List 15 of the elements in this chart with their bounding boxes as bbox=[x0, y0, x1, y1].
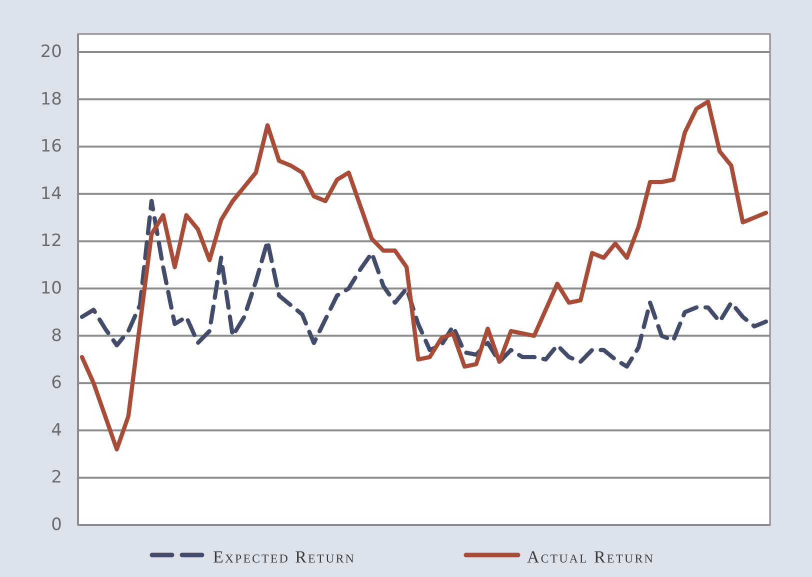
line-series bbox=[80, 100, 768, 452]
y-tick-label: 18 bbox=[40, 89, 62, 110]
y-tick-label: 10 bbox=[40, 278, 62, 298]
y-tick-label: 14 bbox=[40, 184, 62, 204]
legend-label: Actual Return bbox=[527, 548, 654, 566]
legend-label: Expected Return bbox=[213, 548, 356, 566]
y-tick-label: 4 bbox=[51, 420, 62, 440]
y-tick-label: 6 bbox=[51, 373, 62, 394]
line-series bbox=[80, 198, 768, 369]
y-tick-label: 2 bbox=[51, 468, 62, 488]
y-tick-label: 0 bbox=[51, 515, 62, 535]
y-tick-label: 16 bbox=[40, 136, 62, 157]
y-tick-label: 12 bbox=[40, 231, 62, 252]
y-tick-label: 8 bbox=[51, 326, 62, 346]
y-tick-label: 20 bbox=[40, 42, 62, 62]
